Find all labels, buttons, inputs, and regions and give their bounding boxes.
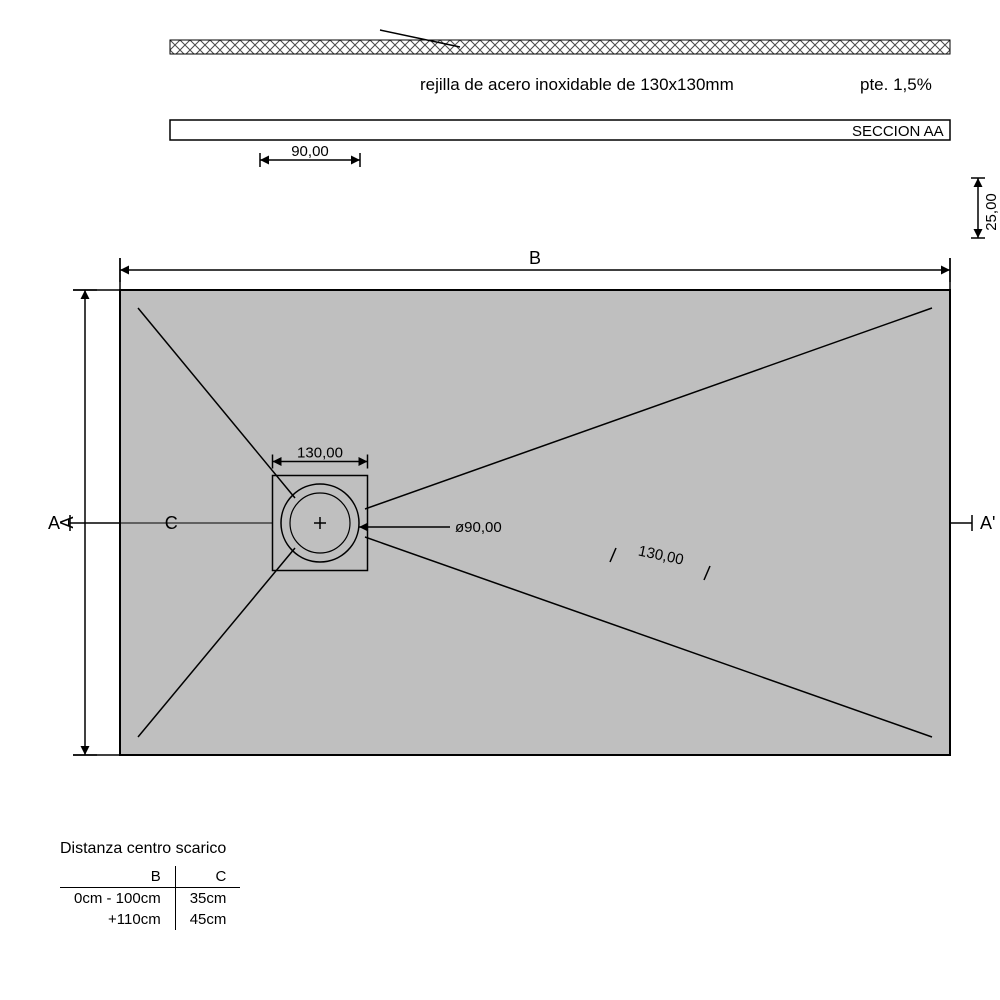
svg-text:rejilla de acero inoxidable de: rejilla de acero inoxidable de 130x130mm (420, 75, 734, 94)
row1-C: 45cm (175, 909, 240, 930)
svg-text:C: C (165, 513, 178, 533)
svg-text:A: A (48, 513, 60, 533)
row0-B: 0cm - 100cm (60, 888, 175, 910)
svg-text:SECCION AA: SECCION AA (852, 123, 944, 140)
svg-text:A': A' (980, 513, 995, 533)
technical-drawing: rejilla de acero inoxidable de 130x130mm… (0, 0, 1000, 820)
row1-B: +110cm (60, 909, 175, 930)
table-title: Distanza centro scarico (60, 840, 1000, 858)
svg-text:pte. 1,5%: pte. 1,5% (860, 75, 932, 94)
svg-text:130,00: 130,00 (297, 445, 343, 462)
svg-text:B: B (529, 248, 541, 268)
svg-text:90,00: 90,00 (291, 143, 329, 160)
svg-text:ø90,00: ø90,00 (455, 519, 502, 536)
distance-table: B C 0cm - 100cm 35cm +110cm 45cm (60, 866, 240, 930)
svg-text:25,00: 25,00 (983, 193, 1000, 231)
row0-C: 35cm (175, 888, 240, 910)
col-C: C (175, 866, 240, 888)
col-B: B (60, 866, 175, 888)
drain-distance-table: Distanza centro scarico B C 0cm - 100cm … (60, 840, 1000, 930)
